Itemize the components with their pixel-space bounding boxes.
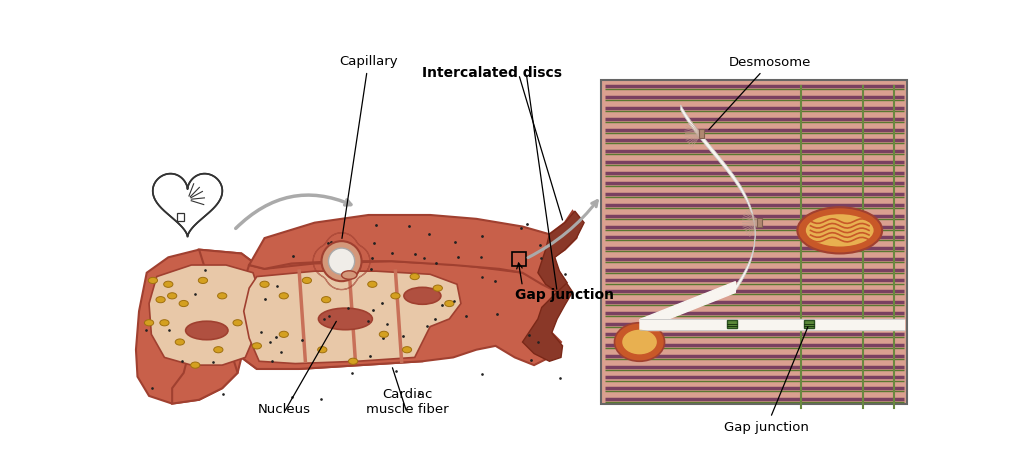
Polygon shape xyxy=(172,249,468,404)
Text: Gap junction: Gap junction xyxy=(724,327,809,434)
Text: Capillary: Capillary xyxy=(339,55,398,238)
Ellipse shape xyxy=(342,271,357,279)
Ellipse shape xyxy=(199,278,208,284)
Bar xyxy=(512,252,525,266)
Polygon shape xyxy=(243,271,461,364)
Ellipse shape xyxy=(348,358,357,364)
Ellipse shape xyxy=(806,214,873,247)
Ellipse shape xyxy=(391,293,400,299)
Bar xyxy=(177,213,184,221)
Polygon shape xyxy=(249,211,580,292)
Ellipse shape xyxy=(622,330,657,354)
Ellipse shape xyxy=(260,281,269,288)
Text: Gap junction: Gap junction xyxy=(515,288,614,302)
Polygon shape xyxy=(237,261,561,369)
Text: Intercalated discs: Intercalated discs xyxy=(421,66,562,80)
Ellipse shape xyxy=(445,300,454,307)
Ellipse shape xyxy=(168,293,177,299)
Ellipse shape xyxy=(175,339,184,345)
Polygon shape xyxy=(153,174,222,237)
Ellipse shape xyxy=(160,320,169,326)
Ellipse shape xyxy=(380,331,389,337)
Polygon shape xyxy=(522,280,572,361)
Ellipse shape xyxy=(319,308,373,330)
Ellipse shape xyxy=(367,281,377,288)
Bar xyxy=(601,80,907,404)
Bar xyxy=(727,320,737,328)
Circle shape xyxy=(329,248,354,274)
Polygon shape xyxy=(538,211,584,292)
Ellipse shape xyxy=(149,278,158,284)
Bar xyxy=(699,129,703,138)
Polygon shape xyxy=(136,249,257,404)
Ellipse shape xyxy=(410,274,419,279)
Ellipse shape xyxy=(402,347,411,353)
Ellipse shape xyxy=(190,362,200,368)
Ellipse shape xyxy=(318,347,327,353)
Ellipse shape xyxy=(797,207,882,253)
Polygon shape xyxy=(680,105,755,292)
Circle shape xyxy=(322,241,361,281)
Ellipse shape xyxy=(233,320,242,326)
Text: Cardiac
muscle fiber: Cardiac muscle fiber xyxy=(365,388,448,416)
Ellipse shape xyxy=(214,347,223,353)
Bar xyxy=(757,218,761,227)
Ellipse shape xyxy=(164,281,173,288)
Bar xyxy=(804,320,813,328)
Ellipse shape xyxy=(185,321,228,340)
Ellipse shape xyxy=(252,343,262,349)
Ellipse shape xyxy=(279,331,288,337)
Ellipse shape xyxy=(279,293,288,299)
Text: Nucleus: Nucleus xyxy=(258,403,310,416)
Ellipse shape xyxy=(156,297,165,303)
Ellipse shape xyxy=(615,323,665,361)
Ellipse shape xyxy=(404,288,441,304)
Ellipse shape xyxy=(322,297,331,303)
Ellipse shape xyxy=(302,278,312,284)
Ellipse shape xyxy=(179,300,188,307)
Ellipse shape xyxy=(434,285,443,291)
Text: Desmosome: Desmosome xyxy=(709,56,811,129)
Ellipse shape xyxy=(218,293,227,299)
Polygon shape xyxy=(149,265,261,365)
Ellipse shape xyxy=(145,320,154,326)
